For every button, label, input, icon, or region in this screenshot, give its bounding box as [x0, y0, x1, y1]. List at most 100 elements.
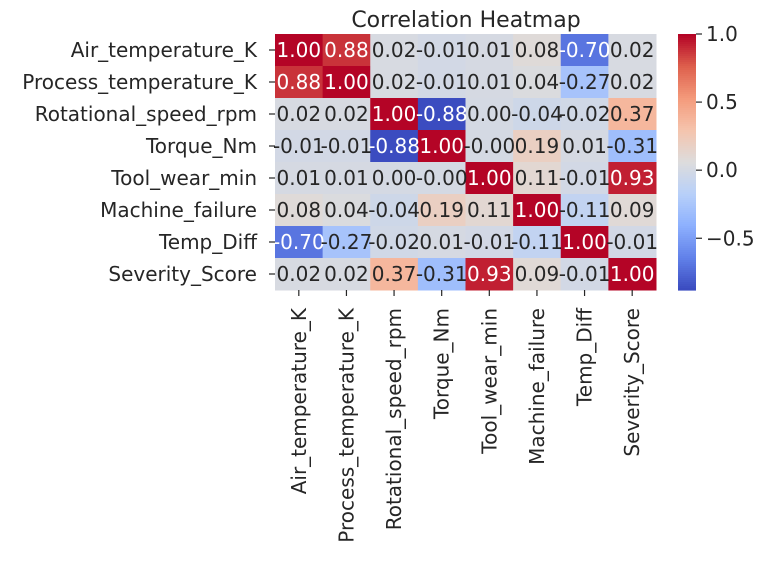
- heatmap-cell: [608, 226, 657, 259]
- heatmap-cell: [608, 130, 657, 163]
- heatmap-cell-label: -0.88: [368, 134, 420, 158]
- colorbar-segment: [678, 56, 696, 59]
- heatmap-cell-label: 0.93: [610, 166, 655, 190]
- colorbar-segment: [678, 158, 696, 161]
- colorbar-segment: [678, 204, 696, 207]
- colorbar-segment: [678, 82, 696, 85]
- heatmap-cell: [370, 226, 419, 259]
- heatmap-cell: [275, 162, 324, 195]
- colorbar-segment: [678, 262, 696, 265]
- colorbar-segment: [678, 152, 696, 155]
- heatmap-cell-label: 0.37: [372, 262, 417, 286]
- heatmap-cell-label: -0.04: [368, 198, 420, 222]
- heatmap-cell: [417, 34, 466, 67]
- row-tick-labels: Air_temperature_K Process_temperature_K Ro…: [22, 38, 275, 286]
- heatmap-cell-label: 0.02: [372, 38, 417, 62]
- colorbar-segment: [678, 186, 696, 189]
- heatmap-cell-label: 0.08: [277, 198, 322, 222]
- heatmap-cell-label: 0.01: [467, 70, 512, 94]
- colorbar-segment: [678, 236, 696, 239]
- heatmap-cell-label: 0.02: [277, 102, 322, 126]
- heatmap-cell-label: 0.04: [324, 198, 369, 222]
- colorbar-segment: [678, 172, 696, 175]
- heatmap-cell: [275, 130, 324, 163]
- heatmap-cell: [608, 34, 657, 67]
- colorbar-segment: [678, 96, 696, 99]
- colorbar-segment: [678, 224, 696, 227]
- colorbar-segment: [678, 192, 696, 195]
- colorbar-segment: [678, 264, 696, 267]
- heatmap-cell-label: 0.01: [467, 38, 512, 62]
- heatmap-cell: [275, 258, 324, 291]
- colorbar-segment: [678, 46, 696, 49]
- colorbar-segment: [678, 288, 696, 291]
- heatmap-cell: [560, 98, 609, 131]
- colorbar-segment: [678, 228, 696, 231]
- heatmap-cell: [560, 258, 609, 291]
- heatmap-cell-label: -0.01: [606, 230, 658, 254]
- heatmap-cell-label: 1.00: [419, 134, 464, 158]
- heatmap-cell-label: -0.31: [416, 262, 468, 286]
- colorbar-segment: [678, 94, 696, 97]
- colorbar-tick-label: 1.0: [706, 22, 738, 46]
- colorbar-segment: [678, 210, 696, 213]
- colorbar-segment: [678, 54, 696, 57]
- colorbar-segment: [678, 142, 696, 145]
- heatmap-cell-label: -0.04: [511, 102, 563, 126]
- heatmap-cell-label: 0.11: [515, 166, 560, 190]
- heatmap-cell: [608, 66, 657, 99]
- heatmap-cell-label: -0.00: [416, 166, 468, 190]
- heatmap-cell: [513, 226, 562, 259]
- heatmap-cell-label: 0.11: [467, 198, 512, 222]
- colorbar-segment: [678, 140, 696, 143]
- heatmap-cell: [322, 162, 371, 195]
- colorbar-segment: [678, 190, 696, 193]
- heatmap-cell: [560, 66, 609, 99]
- colorbar-segment: [678, 144, 696, 147]
- colorbar-segment: [678, 222, 696, 225]
- row-tick-label: Process_temperature_K: [22, 70, 258, 94]
- colorbar-segment: [678, 230, 696, 233]
- colorbar-segment: [678, 70, 696, 73]
- heatmap-cell: [275, 98, 324, 131]
- colorbar-segment: [678, 154, 696, 157]
- column-tick-label: Rotational_speed_rpm: [382, 308, 406, 530]
- heatmap-cell-label: -0.27: [321, 230, 373, 254]
- chart-title: Correlation Heatmap: [351, 8, 580, 33]
- heatmap-cell-label: 0.37: [610, 102, 655, 126]
- heatmap-cell: [608, 162, 657, 195]
- colorbar-segment: [678, 52, 696, 55]
- colorbar-segment: [678, 150, 696, 153]
- colorbar-segment: [678, 38, 696, 41]
- heatmap-cell: [417, 226, 466, 259]
- colorbar-segment: [678, 240, 696, 243]
- colorbar-segment: [678, 34, 696, 37]
- colorbar-segment: [678, 174, 696, 177]
- heatmap-cell: [275, 226, 324, 259]
- colorbar-segment: [678, 74, 696, 77]
- colorbar-tick-label: 0.0: [706, 158, 738, 182]
- colorbar-segment: [678, 136, 696, 139]
- colorbar-segment: [678, 120, 696, 123]
- heatmap-cell-label: -0.00: [463, 134, 515, 158]
- colorbar-segment: [678, 138, 696, 141]
- colorbar-segment: [678, 90, 696, 93]
- row-tick-label: Air_temperature_K: [71, 38, 258, 62]
- heatmap-cell-label: 0.01: [419, 230, 464, 254]
- heatmap-cell-label: 0.02: [324, 262, 369, 286]
- colorbar-segment: [678, 116, 696, 119]
- colorbar-segment: [678, 72, 696, 75]
- column-tick-label: Severity_Score: [620, 308, 644, 457]
- heatmap-cell-label: -0.11: [559, 198, 611, 222]
- heatmap-cell-label: -0.88: [416, 102, 468, 126]
- heatmap-cell: [560, 226, 609, 259]
- colorbar-segment: [678, 178, 696, 181]
- heatmap-cell-label: -0.02: [368, 230, 420, 254]
- colorbar-segment: [678, 98, 696, 101]
- heatmap-cell: [417, 98, 466, 131]
- colorbar-segment: [678, 86, 696, 89]
- colorbar-segment: [678, 84, 696, 87]
- colorbar-segment: [678, 124, 696, 127]
- heatmap-cell: [513, 66, 562, 99]
- heatmap-cell: [465, 130, 514, 163]
